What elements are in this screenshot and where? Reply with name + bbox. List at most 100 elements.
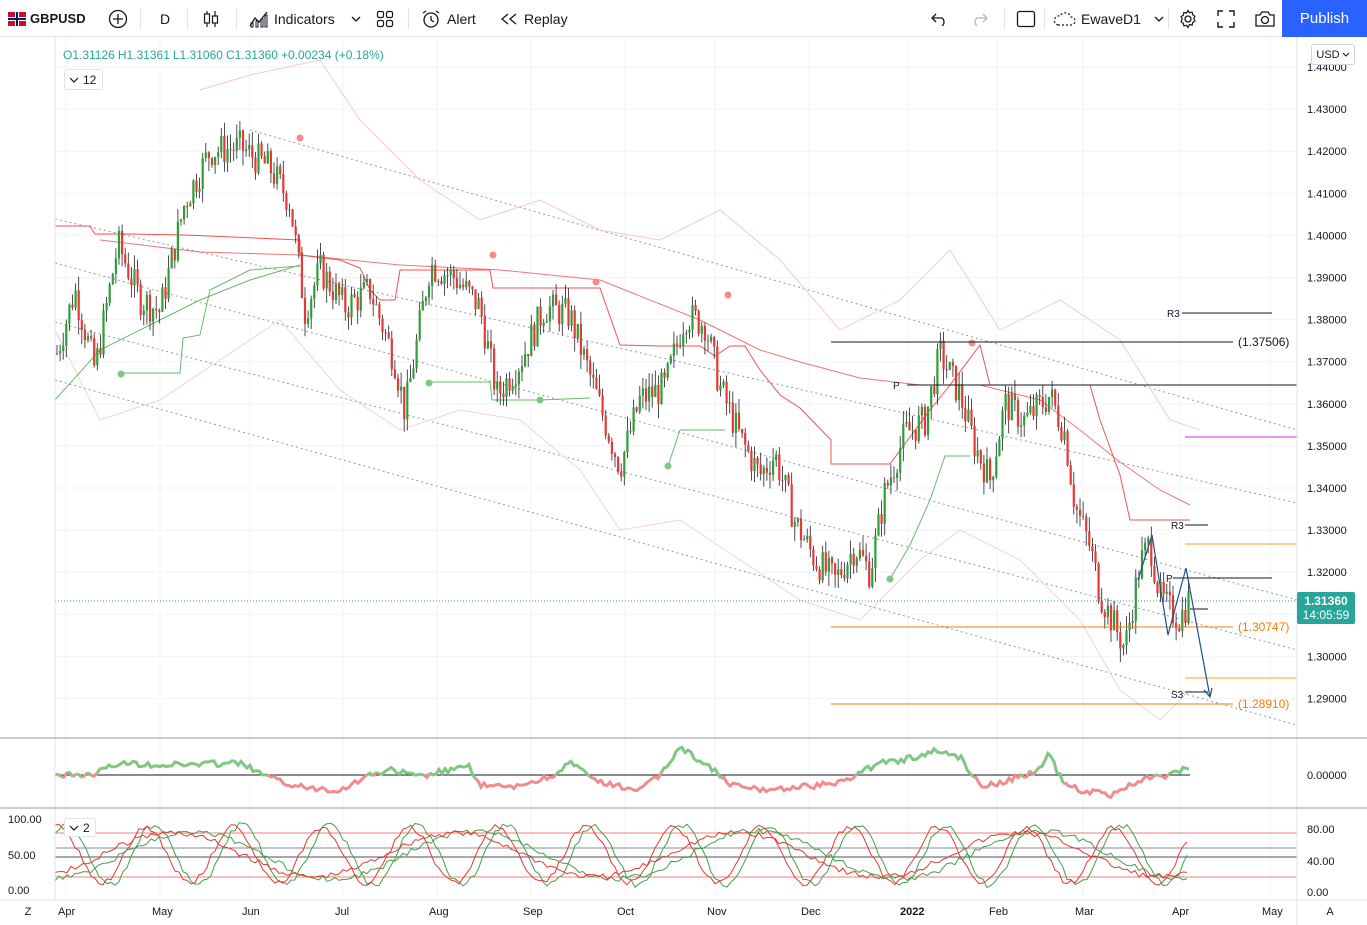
candle-body	[90, 336, 93, 339]
r3-label: R3	[1167, 309, 1180, 320]
candle-body	[114, 258, 117, 275]
candle-body	[883, 482, 886, 524]
time-label: Jun	[242, 906, 260, 918]
candle-body	[1181, 609, 1184, 631]
osc-line	[1167, 765, 1190, 777]
add-symbol-button[interactable]	[108, 0, 128, 37]
candle-body	[1066, 431, 1069, 466]
candle-body	[179, 219, 183, 222]
candle-body	[362, 281, 365, 288]
price-tick: 1.36000	[1307, 399, 1347, 411]
alert-button[interactable]: Alert	[421, 0, 476, 37]
time-label: Feb	[989, 906, 1008, 918]
candle-body	[815, 565, 818, 570]
candle-body	[675, 343, 679, 345]
replay-button[interactable]: Replay	[500, 0, 568, 37]
candle-body	[555, 294, 558, 306]
candle-body	[400, 386, 403, 391]
templates-button[interactable]	[376, 0, 394, 37]
candle-body	[1140, 550, 1144, 579]
candle-body	[300, 252, 303, 298]
publish-button[interactable]: Publish	[1282, 0, 1367, 37]
redo-button[interactable]	[970, 0, 988, 37]
candle-body	[713, 336, 716, 347]
toolbar-divider	[140, 8, 141, 29]
candle-body	[917, 415, 920, 441]
candle-body	[238, 130, 241, 138]
candle-body	[734, 412, 737, 433]
candle-body	[970, 409, 973, 426]
candle-body	[214, 157, 217, 165]
candle-body	[796, 518, 799, 523]
chevron-down-icon	[350, 14, 362, 24]
replay-icon	[500, 12, 518, 26]
candle-body	[1010, 393, 1013, 421]
oscillator-collapse-button[interactable]: 2	[64, 818, 96, 837]
chart-canvas[interactable]: (1.37506) P R3 R3 P (1.30747) S3 (1.28910) 1.44…	[0, 37, 1367, 925]
toolbar-divider	[1004, 8, 1005, 29]
symbol-search[interactable]: GBPUSD	[8, 0, 86, 37]
candle-body	[381, 318, 384, 333]
layout-name-button[interactable]: EwaveD1	[1052, 0, 1165, 37]
candle-body	[784, 475, 787, 481]
interval-button[interactable]: D	[160, 0, 170, 37]
indicators-dropdown[interactable]	[350, 0, 362, 37]
candle-body	[353, 294, 356, 297]
timezone-button[interactable]: Z	[20, 904, 36, 920]
candle-body	[139, 284, 142, 316]
indicators-icon	[249, 10, 269, 28]
candles-icon	[202, 9, 220, 29]
candle-body	[1004, 393, 1007, 411]
candle-body	[201, 157, 204, 189]
bollinger-upper	[199, 59, 1201, 431]
layout-button[interactable]	[1016, 0, 1036, 37]
settings-button[interactable]	[1178, 0, 1198, 37]
legend-low: L1.31060	[172, 48, 223, 62]
osc-line	[588, 772, 663, 793]
osc-line	[1019, 773, 1026, 779]
candle-body	[390, 338, 393, 370]
candle-body	[1047, 396, 1051, 412]
osc-line	[473, 773, 558, 791]
candle-body	[282, 174, 285, 194]
currency-selector[interactable]: USD	[1311, 44, 1355, 65]
stop-dot-green	[664, 462, 672, 470]
toolbar-divider	[408, 8, 409, 29]
auto-scale-button[interactable]: A	[1322, 904, 1338, 920]
snapshot-button[interactable]	[1254, 0, 1276, 37]
level-label-128910: (1.28910)	[1238, 697, 1289, 711]
undo-button[interactable]	[931, 0, 949, 37]
candle-body	[133, 269, 136, 285]
candle-body	[437, 281, 440, 283]
chart-type-button[interactable]	[202, 0, 220, 37]
candle-body	[136, 269, 139, 285]
candle-body	[1125, 630, 1128, 646]
candle-body	[251, 145, 254, 158]
candle-body	[827, 557, 830, 572]
green-stop	[120, 265, 301, 374]
stoch-tick-right: 0.00	[1307, 887, 1328, 899]
candle-body	[223, 135, 226, 162]
candle-body	[1178, 628, 1181, 631]
toolbar-divider	[1044, 8, 1045, 29]
time-label: Mar	[1075, 906, 1094, 918]
candle-body	[83, 330, 86, 341]
candle-body	[793, 522, 796, 527]
candle-body	[446, 275, 449, 277]
stoch-slow-line	[54, 827, 1188, 882]
candle-body	[821, 552, 824, 581]
candle-body	[347, 312, 350, 318]
candle-body	[316, 263, 319, 286]
candle-body	[651, 386, 654, 397]
fullscreen-button[interactable]	[1217, 0, 1235, 37]
candle-body	[756, 457, 759, 465]
candle-body	[1153, 566, 1156, 583]
alert-label: Alert	[447, 10, 476, 27]
candle-body	[173, 248, 176, 261]
candle-body	[480, 297, 483, 316]
candle-body	[378, 304, 381, 319]
indicators-collapse-button[interactable]: 12	[64, 69, 104, 90]
indicators-button[interactable]: Indicators	[249, 0, 335, 37]
osc-line	[1158, 773, 1170, 781]
price-tick: 1.37000	[1307, 357, 1347, 369]
